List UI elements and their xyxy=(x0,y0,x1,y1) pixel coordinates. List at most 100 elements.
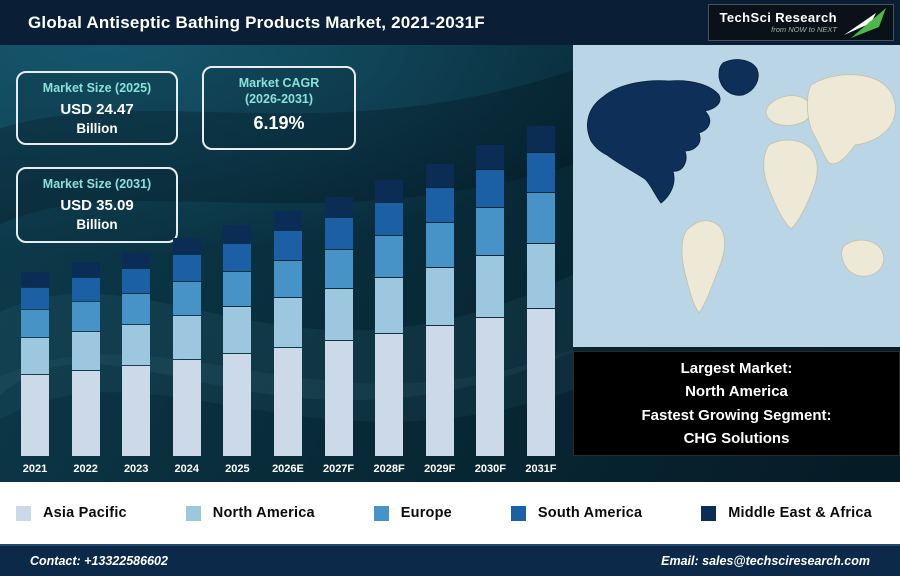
bar-segment-europe xyxy=(122,294,151,325)
bar-segment-north-america xyxy=(21,338,49,375)
bar-2026E xyxy=(265,210,311,456)
bar-segment-north-america xyxy=(223,307,252,353)
bar-segment-north-america xyxy=(273,298,302,347)
stacked-bar xyxy=(425,163,454,456)
bar-segment-south-america xyxy=(172,255,201,282)
bar-2025 xyxy=(214,224,260,456)
legend-swatch-north-america xyxy=(185,505,201,521)
bar-segment-middle-east-africa xyxy=(223,224,252,244)
stacked-bar xyxy=(122,252,151,456)
x-axis-label-2028F: 2028F xyxy=(373,463,405,475)
stat-label: Market CAGR xyxy=(238,76,320,90)
x-axis-label-2025: 2025 xyxy=(225,463,250,475)
x-axis-label-2023: 2023 xyxy=(123,463,149,475)
bar-segment-south-america xyxy=(21,287,49,310)
legend: Asia Pacific North America Europe South Ame… xyxy=(0,482,900,544)
stacked-bar xyxy=(375,180,404,456)
bar-segment-asia-pacific xyxy=(324,341,353,456)
footer-contact: Contact: +13322586602 xyxy=(30,554,168,568)
logo-brand: TechSci Research xyxy=(719,9,837,25)
bar-2021 xyxy=(12,272,58,456)
logo-arrow-icon xyxy=(844,7,886,38)
bar-segment-asia-pacific xyxy=(526,309,555,456)
continents xyxy=(681,74,896,314)
bar-segment-north-america xyxy=(476,255,505,317)
bar-segment-north-america xyxy=(526,243,555,309)
x-axis-label-2024: 2024 xyxy=(174,463,200,475)
bar-segment-asia-pacific xyxy=(21,375,49,456)
logo-tagline: from NOW to NEXT xyxy=(771,24,837,34)
legend-label: South America xyxy=(537,505,643,521)
stacked-bar xyxy=(476,145,505,456)
bar-2029F xyxy=(417,163,463,456)
page-title: Global Antiseptic Bathing Products Marke… xyxy=(28,12,485,32)
bar-segment-asia-pacific xyxy=(476,317,505,456)
note-line: North America xyxy=(685,383,788,401)
bar-chart-labels: 2021 2022 2023 2024 2025 2026E 2027F 2028F 2029F… xyxy=(12,463,564,475)
bar-segment-asia-pacific xyxy=(122,366,151,456)
stacked-bar xyxy=(172,237,201,456)
bar-segment-middle-east-africa xyxy=(71,261,100,277)
bar-2030F xyxy=(467,145,513,456)
x-axis-label-2022: 2022 xyxy=(73,463,98,475)
stat-box-market-size-2025: Market Size (2025) USD 24.47 Billion xyxy=(16,71,178,145)
note-line: Largest Market: xyxy=(680,360,793,377)
continent-europe xyxy=(765,95,812,126)
stacked-bar xyxy=(526,126,555,456)
bar-segment-south-america xyxy=(273,231,302,261)
bar-segment-south-america xyxy=(324,218,353,249)
stacked-bar xyxy=(71,261,100,456)
bar-segment-south-america xyxy=(375,202,404,236)
bar-2022 xyxy=(63,261,109,456)
bar-segment-middle-east-africa xyxy=(476,145,505,170)
main-panel: Market Size (2025) USD 24.47 Billion Mar… xyxy=(0,45,900,482)
stat-label: Market Size (2025) xyxy=(42,81,152,95)
bar-segment-north-america xyxy=(324,289,353,340)
footer-bar: Contact: +13322586602 Email: sales@techs… xyxy=(0,544,900,576)
legend-label: Middle East & Africa xyxy=(728,505,872,521)
bar-segment-europe xyxy=(223,272,252,307)
continent-australia xyxy=(841,239,885,277)
legend-item-middle-east-africa: Middle East & Africa xyxy=(701,505,872,521)
stat-value: 6.19% xyxy=(253,113,305,134)
x-axis-label-2021: 2021 xyxy=(22,463,48,475)
legend-swatch-europe xyxy=(373,505,389,521)
x-axis-label-2030F: 2030F xyxy=(474,463,506,475)
logo-text: TechSci Research from NOW to NEXT xyxy=(719,9,837,35)
legend-label: Europe xyxy=(400,505,452,521)
region-greenland xyxy=(718,59,759,96)
stacked-bar xyxy=(223,224,252,456)
bar-segment-north-america xyxy=(122,325,151,365)
bar-segment-north-america xyxy=(71,331,100,370)
bar-segment-middle-east-africa xyxy=(122,252,151,269)
header-bar: Global Antiseptic Bathing Products Marke… xyxy=(0,0,900,45)
note-line: CHG Solutions xyxy=(683,429,790,447)
bar-segment-south-america xyxy=(223,244,252,272)
legend-item-asia-pacific: Asia Pacific xyxy=(16,505,127,521)
bar-segment-middle-east-africa xyxy=(273,210,302,231)
bar-2027F xyxy=(316,197,362,456)
x-axis-label-2029F: 2029F xyxy=(424,463,456,475)
bar-segment-europe xyxy=(172,282,201,315)
bar-2031F xyxy=(518,126,564,456)
bar-segment-south-america xyxy=(425,187,454,223)
stat-label: (2026-2031) xyxy=(244,91,314,106)
highlighted-continent-north-america xyxy=(587,59,759,204)
stat-label: Market Size (2031) xyxy=(42,177,152,191)
legend-label: North America xyxy=(212,505,315,521)
bar-segment-europe xyxy=(324,250,353,288)
x-axis-label-2027F: 2027F xyxy=(322,463,355,475)
bar-segment-europe xyxy=(71,301,100,331)
stat-box-market-size-2031: Market Size (2031) USD 35.09 Billion xyxy=(16,167,178,243)
bar-segment-south-america xyxy=(526,153,555,193)
techsci-logo: TechSci Research from NOW to NEXT xyxy=(708,4,894,41)
bar-segment-south-america xyxy=(71,277,100,301)
world-map-svg xyxy=(573,45,900,347)
stacked-bar xyxy=(324,197,353,456)
legend-item-north-america: North America xyxy=(185,505,315,521)
legend-swatch-south-america xyxy=(510,505,526,521)
bar-segment-europe xyxy=(375,236,404,277)
stat-unit: Billion xyxy=(76,216,118,232)
x-axis-label-2026E: 2026E xyxy=(272,463,304,475)
